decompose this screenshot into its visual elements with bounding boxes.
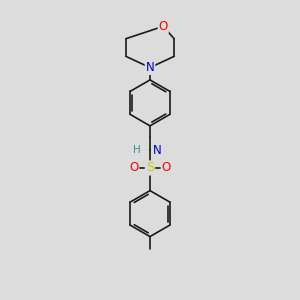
- Text: S: S: [146, 161, 154, 175]
- Text: O: O: [129, 161, 138, 175]
- Text: N: N: [146, 61, 154, 74]
- Text: N: N: [153, 144, 162, 157]
- Text: O: O: [159, 20, 168, 33]
- Text: O: O: [162, 161, 171, 175]
- Text: H: H: [134, 145, 141, 155]
